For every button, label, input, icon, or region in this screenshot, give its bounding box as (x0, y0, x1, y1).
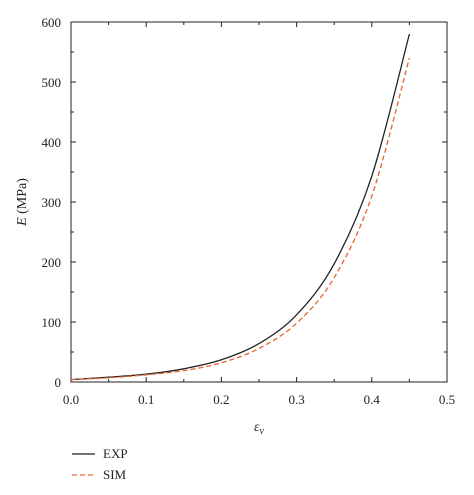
x-tick-label: 0.5 (439, 392, 455, 407)
legend-label-exp: EXP (103, 446, 128, 461)
x-tick-label: 0.0 (63, 392, 79, 407)
y-tick-label: 100 (42, 315, 62, 330)
x-tick-label: 0.1 (138, 392, 154, 407)
y-tick-label: 500 (42, 75, 62, 90)
plot-frame (70, 21, 448, 383)
legend: EXP SIM (72, 446, 128, 482)
x-tick-label: 0.2 (213, 392, 229, 407)
y-axis: 0 100 200 300 400 500 600 (42, 15, 447, 390)
y-tick-label: 300 (42, 195, 62, 210)
series-line-sim (70, 57, 411, 381)
legend-label-sim: SIM (103, 467, 127, 482)
plot-area (70, 21, 448, 383)
x-tick-label: 0.3 (288, 392, 304, 407)
series-layer (70, 33, 411, 381)
series-line-exp (70, 33, 411, 381)
y-tick-label: 400 (42, 135, 62, 150)
y-tick-label: 0 (55, 375, 62, 390)
y-axis-label: E (MPa) (15, 178, 30, 227)
y-tick-label: 600 (42, 15, 62, 30)
x-axis: 0.0 0.1 0.2 0.3 0.4 0.5 (63, 22, 455, 407)
y-tick-label: 200 (42, 255, 62, 270)
x-axis-label: εv (254, 420, 265, 437)
x-tick-label: 0.4 (364, 392, 381, 407)
